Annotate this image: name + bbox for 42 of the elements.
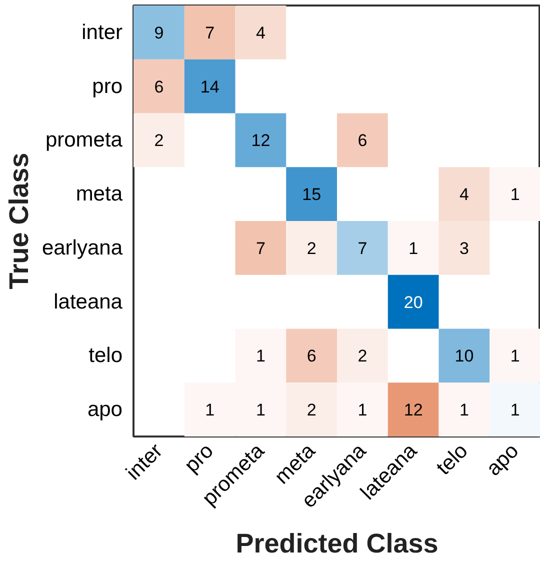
data-label: 14 [200,77,220,96]
data-label: 1 [256,400,266,420]
data-label: 1 [510,346,520,366]
data-label: 12 [404,400,423,420]
data-label: 2 [306,238,316,258]
data-label: 1 [358,400,368,420]
data-label: 4 [459,185,469,204]
data-label: 6 [306,346,316,366]
y-tick-label: lateana [54,290,123,314]
data-label: 15 [302,185,322,204]
x-tick-label: inter [122,439,168,485]
y-tick-label: inter [82,20,123,44]
y-tick-label: pro [92,74,123,98]
data-label: 1 [205,400,215,420]
data-label: 7 [256,238,266,258]
data-label: 2 [358,346,368,366]
y-tick-label: meta [76,182,123,206]
data-label: 1 [510,400,520,420]
data-label: 7 [358,238,368,258]
y-tick-label: telo [88,344,122,368]
data-label: 10 [454,346,474,366]
y-axis-title: True Class [4,152,34,290]
x-tick-label: telo [432,439,472,480]
data-label: 1 [510,185,520,204]
y-tick-label: prometa [45,128,123,152]
data-label: 1 [256,346,266,366]
x-tick-label: apo [482,439,524,480]
data-label: 9 [154,23,164,42]
data-label: 7 [205,23,215,42]
data-label: 6 [154,77,164,96]
data-label: 3 [459,238,469,258]
y-tick-label: apo [87,398,123,422]
data-label: 4 [256,23,266,42]
data-label: 12 [251,131,270,150]
data-label: 6 [358,131,368,150]
data-label: 1 [408,238,418,258]
data-label: 2 [154,131,164,150]
data-label: 2 [306,400,316,420]
data-label: 20 [404,292,423,312]
data-label: 1 [459,400,469,420]
y-tick-label: earlyana [42,236,123,260]
x-axis-title: Predicted Class [236,528,438,559]
